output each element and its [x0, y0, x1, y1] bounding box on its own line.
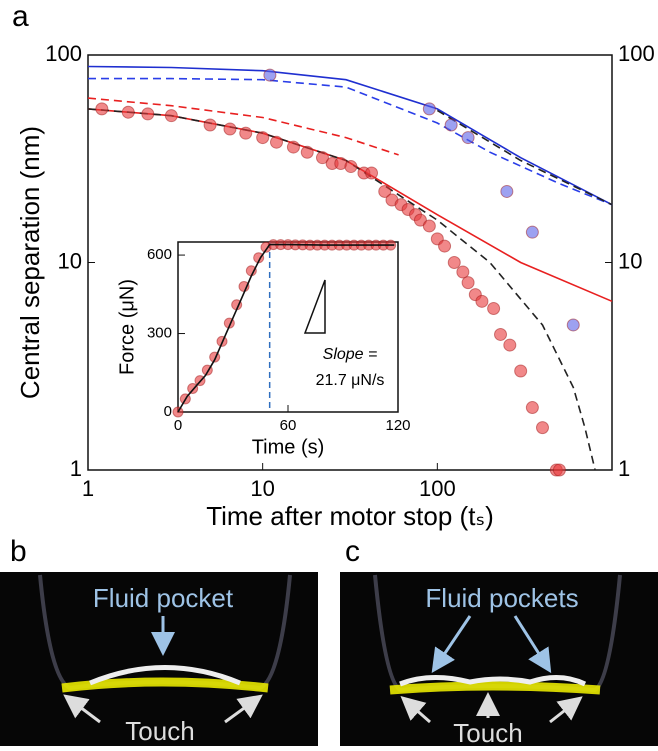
y-axis-label: Central separation (nm): [15, 126, 45, 399]
y-tick-label: 0: [164, 403, 172, 420]
y-tick-label: 600: [147, 246, 172, 263]
data-point: [526, 226, 538, 238]
data-point: [445, 119, 457, 131]
data-point: [515, 365, 527, 377]
data-point: [439, 240, 451, 252]
data-point: [476, 295, 488, 307]
annotation: 21.7 μN/s: [316, 372, 385, 389]
annotation: Touch: [125, 716, 194, 746]
data-point: [142, 108, 154, 120]
data-point: [287, 141, 299, 153]
data-point: [301, 146, 313, 158]
x-axis-label: Time after motor stop (tₛ): [206, 501, 494, 531]
annotation: Fluid pockets: [425, 583, 578, 613]
image-panel: c Fluid pockets Touch: [340, 535, 658, 746]
data-point: [526, 402, 538, 414]
annotation: Fluid pocket: [93, 583, 234, 613]
figure: a b Fluid pocket Touch c Fluid pockets T…: [0, 0, 658, 746]
data-point: [423, 103, 435, 115]
data-point: [165, 110, 177, 122]
y-tick-label: 100: [45, 41, 82, 66]
data-point: [495, 328, 507, 340]
data-point: [345, 161, 357, 173]
x-tick-label: 60: [280, 417, 297, 434]
x-tick-label: 120: [385, 417, 410, 434]
x-tick-label: 100: [419, 476, 456, 501]
data-point: [96, 103, 108, 115]
data-point: [462, 132, 474, 144]
data-point: [567, 319, 579, 331]
y-tick-label: 100: [618, 41, 655, 66]
data-point: [501, 185, 513, 197]
data-point: [264, 69, 276, 81]
data-point: [536, 422, 548, 434]
data-point: [204, 119, 216, 131]
data-point: [122, 106, 134, 118]
data-point: [488, 303, 500, 315]
data-point: [462, 277, 474, 289]
data-point: [423, 220, 435, 232]
data-point: [366, 167, 378, 179]
y-tick-label: 300: [147, 325, 172, 342]
panel-label: c: [345, 535, 360, 568]
y-axis-label: Force (μN): [116, 279, 138, 375]
annotation: Slope =: [323, 346, 378, 363]
data-point: [257, 132, 269, 144]
data-point: [270, 136, 282, 148]
x-tick-label: 10: [250, 476, 274, 501]
annotation: Touch: [453, 718, 522, 746]
x-axis-label: Time (s): [252, 436, 325, 458]
image-panel: b Fluid pocket Touch: [0, 535, 318, 746]
panel-label: b: [10, 535, 27, 568]
data-point: [504, 339, 516, 351]
x-tick-label: 1: [82, 476, 94, 501]
data-point: [240, 127, 252, 139]
y-tick-label: 10: [58, 248, 82, 273]
y-tick-label: 1: [70, 456, 82, 481]
data-point: [224, 123, 236, 135]
data-point: [553, 464, 565, 476]
panel-label: a: [12, 0, 29, 33]
y-tick-label: 1: [618, 456, 630, 481]
data-point: [448, 257, 460, 269]
x-tick-label: 0: [174, 417, 182, 434]
y-tick-label: 10: [618, 248, 642, 273]
